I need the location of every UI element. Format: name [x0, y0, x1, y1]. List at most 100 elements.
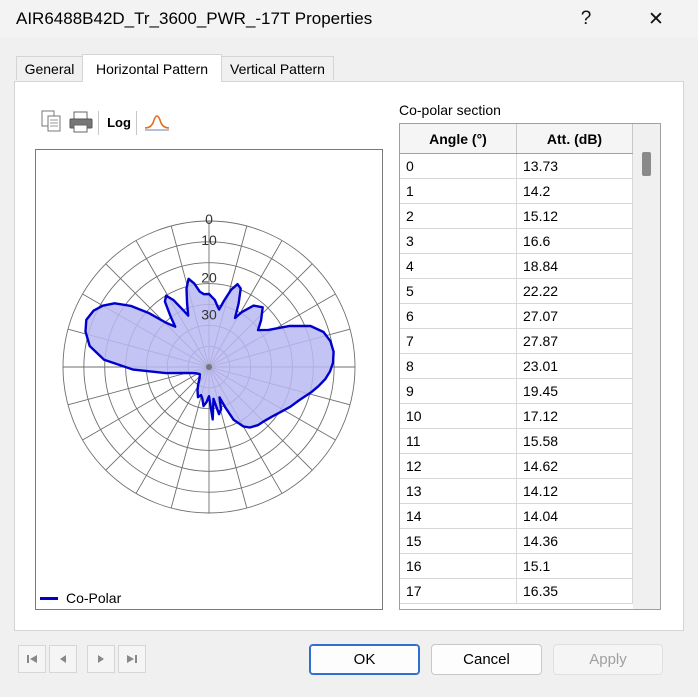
table-row[interactable]: 13 14.12	[400, 479, 633, 504]
apply-button[interactable]: Apply	[553, 644, 663, 675]
angle-cell: 15	[400, 529, 517, 553]
tab-horizontal-pattern[interactable]: Horizontal Pattern	[82, 54, 222, 82]
table-row[interactable]: 0 13.73	[400, 154, 633, 179]
angle-cell: 11	[400, 429, 517, 453]
table-row[interactable]: 3 16.6	[400, 229, 633, 254]
title-bar: AIR6488B42D_Tr_3600_PWR_-17T Properties …	[0, 0, 698, 38]
legend: Co-Polar	[40, 590, 121, 606]
table-row[interactable]: 10 17.12	[400, 404, 633, 429]
section-caption: Co-polar section	[399, 102, 501, 118]
angle-cell: 10	[400, 404, 517, 428]
ring-label-20: 20	[201, 270, 217, 286]
window-title: AIR6488B42D_Tr_3600_PWR_-17T Properties	[16, 9, 373, 28]
grid-spoke	[82, 366, 210, 441]
angle-cell: 17	[400, 579, 517, 603]
angle-cell: 14	[400, 504, 517, 528]
previous-button[interactable]	[49, 645, 77, 673]
co-polar-pattern	[84, 277, 335, 429]
table-scrollbar[interactable]	[633, 124, 660, 609]
attenuation-cell: 15.1	[517, 554, 633, 578]
log-scale-button[interactable]: Log	[104, 108, 134, 136]
angle-cell: 4	[400, 254, 517, 278]
angle-cell: 16	[400, 554, 517, 578]
attenuation-cell: 27.07	[517, 304, 633, 328]
tab-general[interactable]: General	[16, 56, 83, 80]
angle-cell: 9	[400, 379, 517, 403]
attenuation-cell: 18.84	[517, 254, 633, 278]
curve-icon	[144, 115, 170, 131]
angle-cell: 5	[400, 279, 517, 303]
attenuation-cell: 15.58	[517, 429, 633, 453]
table-row[interactable]: 16 15.1	[400, 554, 633, 579]
scrollbar-thumb[interactable]	[642, 152, 651, 176]
legend-label: Co-Polar	[66, 590, 122, 606]
last-icon	[127, 655, 137, 663]
toolbar-separator	[98, 111, 99, 135]
table-row[interactable]: 7 27.87	[400, 329, 633, 354]
next-icon	[98, 655, 104, 663]
table-row[interactable]: 8 23.01	[400, 354, 633, 379]
last-button[interactable]	[118, 645, 146, 673]
table-row[interactable]: 15 14.36	[400, 529, 633, 554]
attenuation-cell: 13.73	[517, 154, 633, 178]
first-button[interactable]	[18, 645, 46, 673]
tab-vertical-pattern-label: Vertical Pattern	[230, 60, 325, 77]
angle-cell: 2	[400, 204, 517, 228]
attenuation-cell: 14.62	[517, 454, 633, 478]
angle-cell: 6	[400, 304, 517, 328]
ring-label-30: 30	[201, 306, 217, 322]
table-row[interactable]: 9 19.45	[400, 379, 633, 404]
curve-button[interactable]	[142, 108, 172, 136]
table-row[interactable]: 17 16.35	[400, 579, 633, 604]
attenuation-cell: 16.35	[517, 579, 633, 603]
column-header-attenuation[interactable]: Att. (dB)	[517, 124, 633, 153]
table-row[interactable]: 5 22.22	[400, 279, 633, 304]
ring-label-0: 0	[205, 211, 213, 227]
print-button[interactable]	[68, 108, 94, 136]
attenuation-cell: 19.45	[517, 379, 633, 403]
table-row[interactable]: 2 15.12	[400, 204, 633, 229]
attenuation-cell: 14.2	[517, 179, 633, 203]
angle-cell: 8	[400, 354, 517, 378]
toolbar-separator	[136, 111, 137, 135]
attenuation-cell: 14.12	[517, 479, 633, 503]
table-row[interactable]: 11 15.58	[400, 429, 633, 454]
angle-cell: 3	[400, 229, 517, 253]
tab-vertical-pattern[interactable]: Vertical Pattern	[221, 56, 334, 80]
attenuation-cell: 17.12	[517, 404, 633, 428]
cancel-button[interactable]: Cancel	[431, 644, 542, 675]
grid-spoke	[105, 366, 210, 471]
table-row[interactable]: 14 14.04	[400, 504, 633, 529]
attenuation-cell: 16.6	[517, 229, 633, 253]
attenuation-cell: 27.87	[517, 329, 633, 353]
next-button[interactable]	[87, 645, 115, 673]
table-row[interactable]: 6 27.07	[400, 304, 633, 329]
angle-cell: 7	[400, 329, 517, 353]
attenuation-cell: 23.01	[517, 354, 633, 378]
tab-horizontal-pattern-label: Horizontal Pattern	[95, 60, 209, 77]
table-header: Angle (°) Att. (dB)	[400, 124, 633, 154]
angle-cell: 1	[400, 179, 517, 203]
copy-button[interactable]	[40, 108, 64, 136]
help-button[interactable]: ?	[566, 4, 606, 34]
polar-plot-area: 0 10 20 30 Co-Polar	[35, 149, 383, 610]
table-row[interactable]: 4 18.84	[400, 254, 633, 279]
help-icon: ?	[580, 8, 592, 29]
previous-icon	[60, 655, 66, 663]
attenuation-cell: 22.22	[517, 279, 633, 303]
ok-button[interactable]: OK	[309, 644, 420, 675]
table-row[interactable]: 12 14.62	[400, 454, 633, 479]
table-body: 0 13.73 1 14.2 2 15.12 3 16.6 4 18.84 5 22.22 6 27.07…	[400, 154, 633, 604]
co-polar-table: Angle (°) Att. (dB) 0 13.73 1 14.2 2 15.12 3 16…	[399, 123, 661, 610]
angle-cell: 12	[400, 454, 517, 478]
log-label: Log	[107, 114, 131, 130]
polar-chart: 0 10 20 30	[62, 211, 356, 514]
close-button[interactable]: ✕	[636, 4, 676, 34]
attenuation-cell: 14.36	[517, 529, 633, 553]
attenuation-cell: 14.04	[517, 504, 633, 528]
table-row[interactable]: 1 14.2	[400, 179, 633, 204]
column-header-angle[interactable]: Angle (°)	[400, 124, 517, 153]
close-icon: ✕	[648, 8, 664, 30]
copy-icon	[41, 110, 61, 132]
